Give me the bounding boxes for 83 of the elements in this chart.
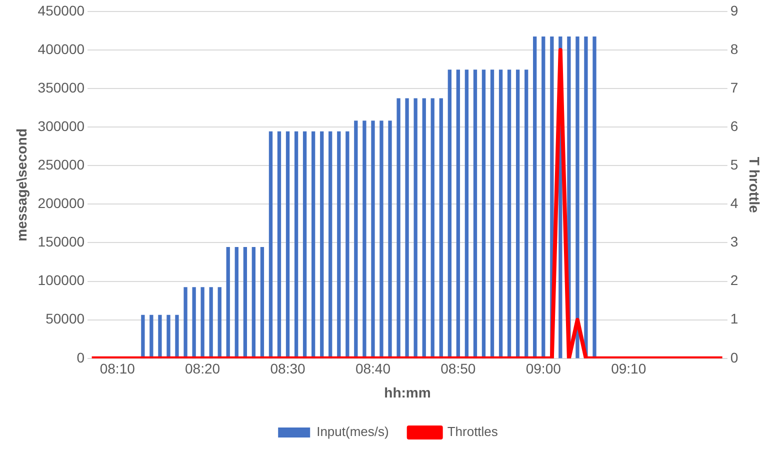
bar xyxy=(277,131,282,358)
y-tick-label: 0 xyxy=(76,349,85,366)
y2-tick-label: 3 xyxy=(730,234,738,250)
x-tick-label: 08:10 xyxy=(100,360,136,377)
bar xyxy=(192,287,196,358)
x-tick-label: 08:30 xyxy=(270,360,306,377)
bar xyxy=(337,131,341,358)
y-tick-label: 350000 xyxy=(38,79,85,96)
bar xyxy=(209,287,213,358)
bar xyxy=(320,131,324,358)
bar xyxy=(380,120,384,358)
y-tick-label: 300000 xyxy=(38,118,85,134)
bar xyxy=(252,247,256,358)
y2-axis-title: T hrottle xyxy=(746,156,763,214)
x-tick-label: 09:00 xyxy=(526,360,562,377)
legend-label: Input(mes/s) xyxy=(316,424,389,440)
y-tick-label: 100000 xyxy=(38,272,85,288)
bar xyxy=(490,70,494,358)
bar xyxy=(464,70,469,358)
bar xyxy=(516,70,520,358)
bar xyxy=(405,98,409,358)
bar xyxy=(498,70,503,358)
x-tick-label: 08:40 xyxy=(355,360,391,377)
bar xyxy=(362,120,366,358)
bar xyxy=(226,247,230,358)
bar xyxy=(234,247,238,358)
bar xyxy=(448,70,452,358)
y2-tick-label: 6 xyxy=(730,118,738,134)
bar xyxy=(311,131,316,358)
y-tick-label: 150000 xyxy=(38,234,85,250)
y-tick-label: 450000 xyxy=(38,2,85,18)
bar xyxy=(533,36,537,358)
bar xyxy=(243,247,248,358)
y2-tick-label: 9 xyxy=(730,2,738,18)
y-tick-label: 400000 xyxy=(38,40,85,57)
bar xyxy=(388,120,392,358)
bar xyxy=(175,314,179,358)
bar xyxy=(576,36,580,358)
bar xyxy=(268,131,273,358)
bar xyxy=(294,131,298,358)
bar xyxy=(430,98,434,358)
y2-tick-label: 0 xyxy=(730,349,738,366)
y-tick-label: 250000 xyxy=(38,156,85,172)
bar xyxy=(422,98,426,358)
bar xyxy=(346,131,350,358)
bar xyxy=(166,314,170,358)
y2-tick-label: 5 xyxy=(730,156,738,172)
bar xyxy=(218,287,222,358)
bar xyxy=(439,98,443,358)
y2-tick-label: 8 xyxy=(730,40,738,57)
bar xyxy=(584,36,588,358)
x-tick-label: 08:50 xyxy=(440,360,476,377)
x-tick-label: 09:10 xyxy=(611,360,646,377)
x-axis-title: hh:mm xyxy=(384,384,431,400)
bar xyxy=(592,36,596,358)
bar xyxy=(414,98,418,358)
bar xyxy=(371,120,375,358)
bar xyxy=(396,98,400,358)
bar xyxy=(184,287,188,358)
bar xyxy=(302,131,307,358)
y-tick-label: 200000 xyxy=(38,195,85,212)
bar xyxy=(507,70,512,358)
bar xyxy=(542,36,546,358)
bar xyxy=(200,287,204,358)
x-tick-label: 08:20 xyxy=(185,360,220,377)
bar xyxy=(141,314,145,358)
y2-tick-label: 7 xyxy=(730,79,738,96)
y-axis-title: message\second xyxy=(13,128,30,242)
bar xyxy=(456,70,460,358)
bar xyxy=(260,247,264,358)
bar xyxy=(473,70,478,358)
bar xyxy=(328,131,332,358)
bar xyxy=(524,70,528,358)
bar xyxy=(150,314,154,358)
bar xyxy=(158,314,162,358)
y2-tick-label: 4 xyxy=(730,195,738,212)
bar xyxy=(482,70,486,358)
legend-label: Throttles xyxy=(447,424,498,440)
y2-tick-label: 2 xyxy=(730,272,738,288)
y-tick-label: 50000 xyxy=(46,310,85,327)
bar xyxy=(354,120,358,358)
y2-tick-label: 1 xyxy=(730,310,738,327)
bar xyxy=(286,131,290,358)
